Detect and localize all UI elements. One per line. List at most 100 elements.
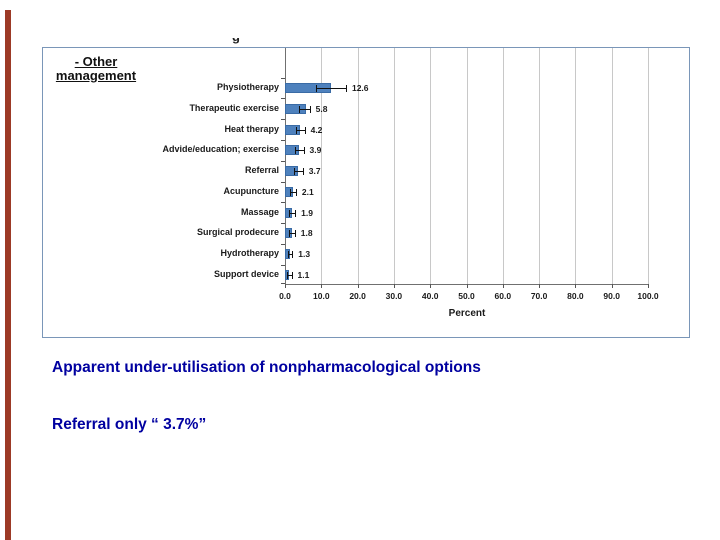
axis-tick <box>539 284 541 288</box>
bar-error-cap <box>295 209 297 217</box>
x-tick-label: 80.0 <box>567 291 584 301</box>
axis-tick <box>321 284 323 288</box>
axis-tick <box>281 77 285 79</box>
x-tick-label: 100.0 <box>637 291 659 301</box>
gridline <box>357 48 359 284</box>
axis-tick <box>611 284 613 288</box>
bar-error-cap <box>304 126 306 134</box>
gridline <box>321 48 323 284</box>
axis-tick <box>281 283 285 284</box>
bar-error-cap <box>294 230 296 238</box>
axis-tick <box>281 98 285 100</box>
bar-error-whisker <box>289 212 296 214</box>
bar-error-whisker <box>315 88 346 89</box>
bar-error-whisker <box>289 191 296 193</box>
cropped-title-text: g <box>232 38 258 44</box>
bar-error-cap <box>295 147 297 155</box>
bar-error-cap <box>288 230 290 238</box>
value-label: 5.8 <box>315 103 328 114</box>
gridline <box>466 48 468 284</box>
bar-error-cap <box>302 168 304 176</box>
axis-tick <box>285 284 286 288</box>
gridline <box>648 48 649 284</box>
category-label: Massage <box>240 206 279 217</box>
axis-tick <box>393 284 395 288</box>
chart-side-label-line1: - Other <box>74 54 118 69</box>
gridline <box>539 48 541 284</box>
bar-error-cap <box>291 272 293 280</box>
chart: - Other management 0.0 10.0 20.0 30.0 40.0 50… <box>42 47 690 338</box>
value-label: 3.7 <box>308 166 321 177</box>
axis-tick <box>281 139 285 141</box>
axis-tick <box>648 284 649 288</box>
category-label: Hydrotherapy <box>220 248 279 259</box>
chart-side-label: - Other management <box>45 55 147 83</box>
x-tick-label: 50.0 <box>458 291 475 301</box>
value-label: 1.1 <box>297 270 310 281</box>
x-tick-label: 90.0 <box>603 291 620 301</box>
axis-tick <box>281 160 285 162</box>
bar-error-cap <box>289 188 291 196</box>
left-accent-bar <box>5 10 11 540</box>
bar-error-cap <box>315 85 317 92</box>
bar-error-whisker <box>294 171 303 173</box>
bar-error-cap <box>295 188 297 196</box>
value-label: 1.8 <box>300 228 313 239</box>
bar-error-cap <box>309 105 311 113</box>
gridline <box>575 48 577 284</box>
bar-error-cap <box>345 85 347 92</box>
bar-error-cap <box>303 147 305 155</box>
category-label: Heat therapy <box>224 123 279 134</box>
category-axis <box>285 48 286 284</box>
caption-line-2: Referral only “ 3.7%” <box>52 416 207 433</box>
bar-error-cap <box>286 272 288 280</box>
value-label: 4.2 <box>310 124 323 135</box>
axis-tick <box>281 202 285 204</box>
gridline <box>430 48 432 284</box>
cropped-title-fragment: g <box>232 38 258 47</box>
bar-error-whisker <box>299 108 310 110</box>
bar-error-cap <box>295 126 297 134</box>
category-label: Therapeutic exercise <box>189 102 279 113</box>
category-label: Acupuncture <box>223 185 279 196</box>
category-label: Advide/education; exercise <box>162 144 279 155</box>
gridline <box>502 48 504 284</box>
x-tick-label: 70.0 <box>530 291 548 301</box>
bar-error-cap <box>292 251 294 259</box>
axis-tick <box>281 181 285 183</box>
bar-error-cap <box>294 168 296 176</box>
category-label: Physiotherapy <box>216 82 279 92</box>
bar-error-whisker <box>287 254 293 256</box>
category-label: Support device <box>213 269 279 280</box>
value-label: 3.9 <box>309 145 322 156</box>
axis-tick <box>502 284 504 288</box>
axis-tick <box>430 284 432 288</box>
value-label: 12.6 <box>351 83 369 93</box>
bar-error-whisker <box>295 129 305 131</box>
x-tick-label: 30.0 <box>385 291 403 301</box>
axis-tick <box>575 284 577 288</box>
axis-tick <box>281 264 285 266</box>
axis-tick <box>466 284 468 288</box>
axis-tick <box>357 284 359 288</box>
plot-area: 0.0 10.0 20.0 30.0 40.0 50.0 60.0 70.0 80.0 90.0 1… <box>43 48 689 337</box>
bar-error-cap <box>287 251 289 259</box>
category-label: Surgical prodecure <box>196 227 279 238</box>
x-axis-title: Percent <box>448 308 486 319</box>
x-tick-label: 60.0 <box>494 291 512 301</box>
x-tick-label: 0.0 <box>279 291 291 301</box>
value-label: 1.9 <box>301 207 313 218</box>
x-tick-label: 10.0 <box>313 291 330 301</box>
bar-error-whisker <box>288 233 295 235</box>
x-tick-label: 40.0 <box>421 291 439 301</box>
bar-error-cap <box>299 105 301 113</box>
value-label: 1.3 <box>298 249 311 260</box>
axis-tick <box>281 223 285 225</box>
gridline <box>393 48 395 284</box>
category-label: Referral <box>244 165 279 176</box>
bar-error-whisker <box>295 150 304 152</box>
chart-side-label-line2: management <box>55 68 137 83</box>
caption-line-1: Apparent under-utilisation of nonpharmac… <box>52 359 481 376</box>
bar-error-whisker <box>286 275 292 277</box>
